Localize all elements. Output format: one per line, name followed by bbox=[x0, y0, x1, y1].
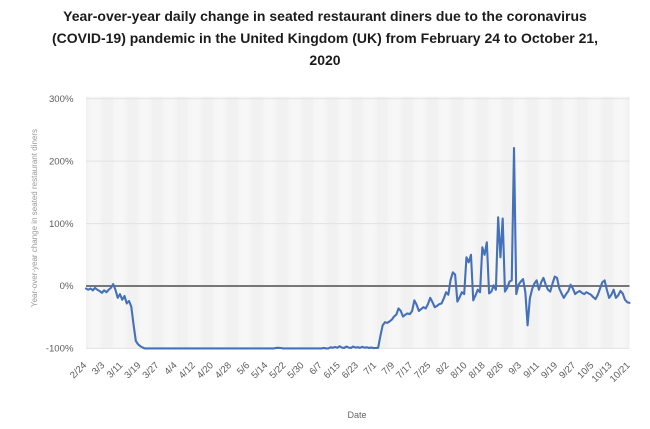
svg-text:100%: 100% bbox=[49, 219, 74, 230]
svg-text:200%: 200% bbox=[49, 156, 74, 167]
svg-text:Year-over-year change in seate: Year-over-year change in seated restaura… bbox=[30, 129, 39, 307]
svg-text:300%: 300% bbox=[49, 94, 74, 105]
svg-text:0%: 0% bbox=[60, 281, 74, 292]
svg-text:Date: Date bbox=[347, 410, 366, 420]
svg-text:-100%: -100% bbox=[46, 344, 74, 355]
